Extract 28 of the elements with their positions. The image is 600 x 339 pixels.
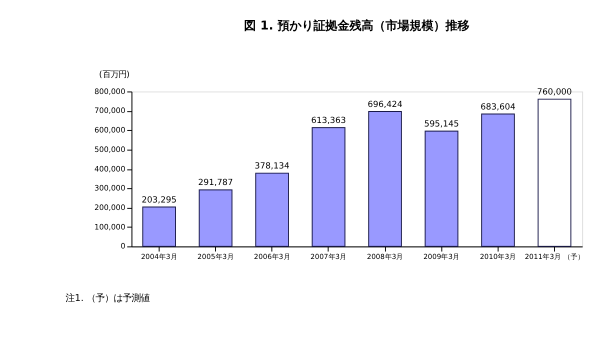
data-label: 613,363	[311, 114, 346, 125]
data-label: 696,424	[368, 98, 402, 109]
bar	[424, 130, 458, 247]
bar	[481, 114, 515, 247]
y-tick-label: 400,000	[94, 164, 126, 174]
chart-title: 図 1. 預かり証拠金残高（市場規模）推移	[244, 18, 470, 32]
bar	[142, 206, 176, 247]
bar	[312, 127, 346, 247]
bar	[198, 189, 232, 247]
bar	[538, 98, 572, 247]
y-tick-label: 200,000	[94, 203, 126, 212]
y-tick-label: 500,000	[94, 144, 126, 154]
data-label: 291,787	[198, 177, 234, 188]
bar	[255, 172, 289, 247]
y-tick-label: 800,000	[94, 86, 126, 96]
y-tick-label: 600,000	[94, 126, 126, 135]
y-axis-title: (百万円)	[99, 68, 130, 79]
data-label: 595,145	[424, 118, 459, 128]
text: 注1. （予）は予測値	[66, 292, 150, 304]
bar	[368, 111, 402, 247]
data-label: 683,604	[480, 101, 516, 112]
y-tick-label: 100,000	[94, 222, 126, 232]
y-tick-label: 0	[120, 242, 126, 251]
data-label: 760,000	[537, 86, 572, 97]
data-label: 378,134	[254, 160, 290, 170]
y-tick-label: 700,000	[94, 106, 126, 116]
data-label: 203,295	[142, 194, 177, 204]
y-tick-label: 300,000	[94, 184, 126, 193]
